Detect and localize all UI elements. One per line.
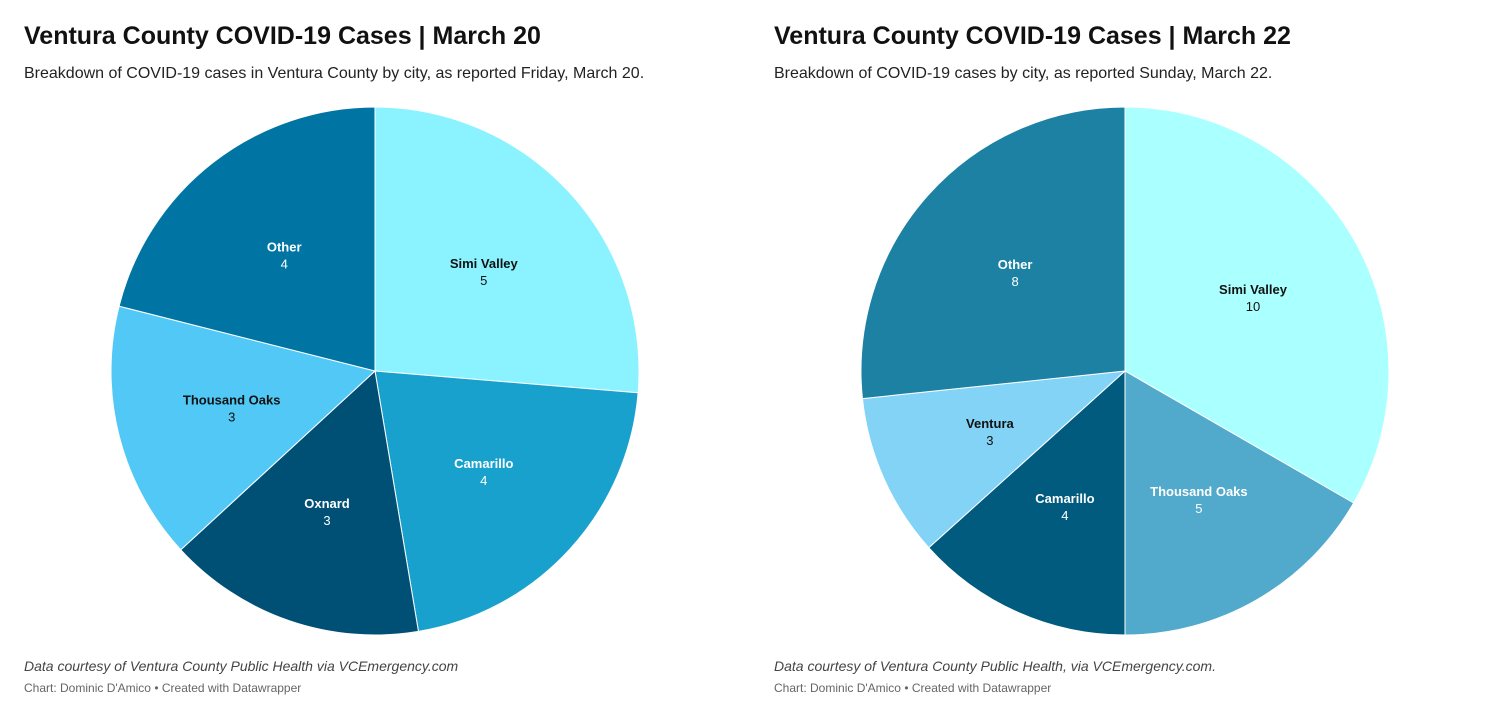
- slice-value-camarillo: 4: [1061, 508, 1068, 523]
- slice-label-simi-valley: Simi Valley: [1219, 282, 1288, 297]
- slice-label-thousand-oaks: Thousand Oaks: [1150, 484, 1248, 499]
- slice-value-oxnard: 3: [323, 513, 330, 528]
- pie-slice-other: [118, 106, 376, 372]
- pie-slice-other: [860, 106, 1126, 400]
- pie-slice-thousand-oaks: [110, 305, 377, 551]
- pie-chart: Simi Valley 10 Thousand Oaks 5 Camarillo 4 Ven…: [860, 106, 1390, 636]
- slice-value-camarillo: 4: [480, 473, 487, 488]
- pie-slice-camarillo: [928, 369, 1126, 636]
- chart-panel-march-22: Ventura County COVID-19 Cases | March 22…: [774, 0, 1474, 722]
- slice-value-thousand-oaks: 3: [228, 409, 235, 424]
- chart-source-note: Data courtesy of Ventura County Public H…: [24, 658, 459, 674]
- chart-credit: Chart: Dominic D'Amico • Created with Da…: [24, 681, 302, 695]
- slice-value-simi-valley: 10: [1246, 299, 1260, 314]
- chart-credit: Chart: Dominic D'Amico • Created with Da…: [774, 681, 1052, 695]
- pie-slice-oxnard: [180, 370, 420, 636]
- slice-label-simi-valley: Simi Valley: [450, 256, 519, 271]
- pie-chart: Simi Valley 5 Camarillo 4 Oxnard 3 Thousand Oa…: [110, 106, 640, 636]
- slice-label-thousand-oaks: Thousand Oaks: [183, 392, 281, 407]
- slice-value-other: 8: [1011, 274, 1018, 289]
- pie-slice-thousand-oaks: [1124, 370, 1355, 636]
- chart-subtitle: Breakdown of COVID-19 cases by city, as …: [774, 65, 1273, 82]
- slice-label-camarillo: Camarillo: [1035, 491, 1094, 506]
- pie-slice-simi-valley: [374, 106, 640, 394]
- pie-slice-ventura: [861, 370, 1127, 549]
- slice-label-ventura: Ventura: [966, 416, 1014, 431]
- slice-label-camarillo: Camarillo: [454, 456, 513, 471]
- slice-value-thousand-oaks: 5: [1195, 501, 1202, 516]
- chart-title: Ventura County COVID-19 Cases | March 20: [24, 22, 541, 50]
- pie-slice-camarillo: [374, 370, 639, 632]
- chart-subtitle: Breakdown of COVID-19 cases in Ventura C…: [24, 65, 645, 82]
- slice-label-other: Other: [998, 257, 1033, 272]
- pie-slice-simi-valley: [1124, 106, 1390, 504]
- slice-label-oxnard: Oxnard: [304, 496, 350, 511]
- chart-title: Ventura County COVID-19 Cases | March 22: [774, 22, 1291, 50]
- slice-value-ventura: 3: [986, 433, 993, 448]
- chart-panel-march-20: Ventura County COVID-19 Cases | March 20…: [24, 0, 724, 722]
- slice-value-simi-valley: 5: [480, 273, 487, 288]
- slice-label-other: Other: [267, 239, 302, 254]
- chart-source-note: Data courtesy of Ventura County Public H…: [774, 658, 1216, 674]
- slice-value-other: 4: [281, 256, 288, 271]
